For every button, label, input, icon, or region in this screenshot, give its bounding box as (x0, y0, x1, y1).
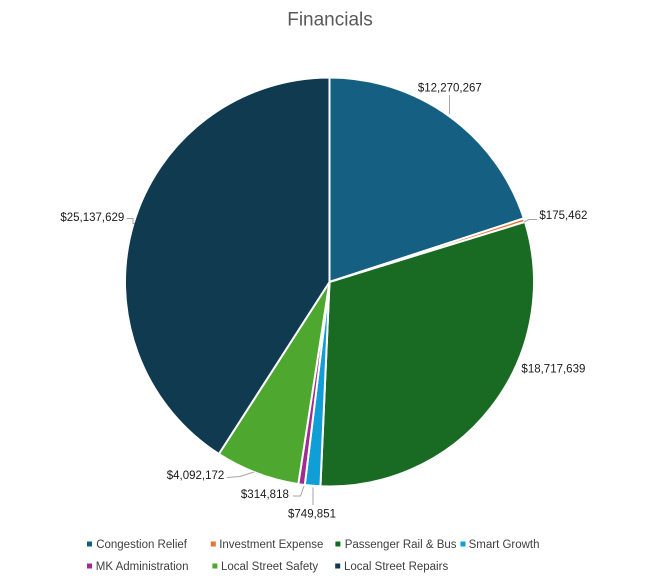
svg-text:$314,818: $314,818 (241, 489, 289, 501)
svg-text:Financials: Financials (287, 9, 373, 30)
svg-text:$12,270,267: $12,270,267 (418, 82, 482, 94)
svg-text:Local Street Repairs: Local Street Repairs (344, 561, 448, 573)
svg-text:$25,137,629: $25,137,629 (60, 212, 124, 224)
svg-text:$175,462: $175,462 (539, 210, 587, 222)
svg-text:MK Administration: MK Administration (96, 561, 189, 573)
svg-text:$18,717,639: $18,717,639 (521, 363, 585, 375)
svg-text:$4,092,172: $4,092,172 (167, 470, 225, 482)
svg-text:Investment Expense: Investment Expense (219, 539, 323, 551)
svg-text:$749,851: $749,851 (288, 509, 336, 521)
svg-text:Passenger Rail & Bus: Passenger Rail & Bus (345, 539, 457, 551)
svg-text:Congestion Relief: Congestion Relief (96, 539, 188, 551)
svg-text:Smart Growth: Smart Growth (469, 539, 540, 551)
svg-text:Local Street Safety: Local Street Safety (221, 561, 318, 573)
